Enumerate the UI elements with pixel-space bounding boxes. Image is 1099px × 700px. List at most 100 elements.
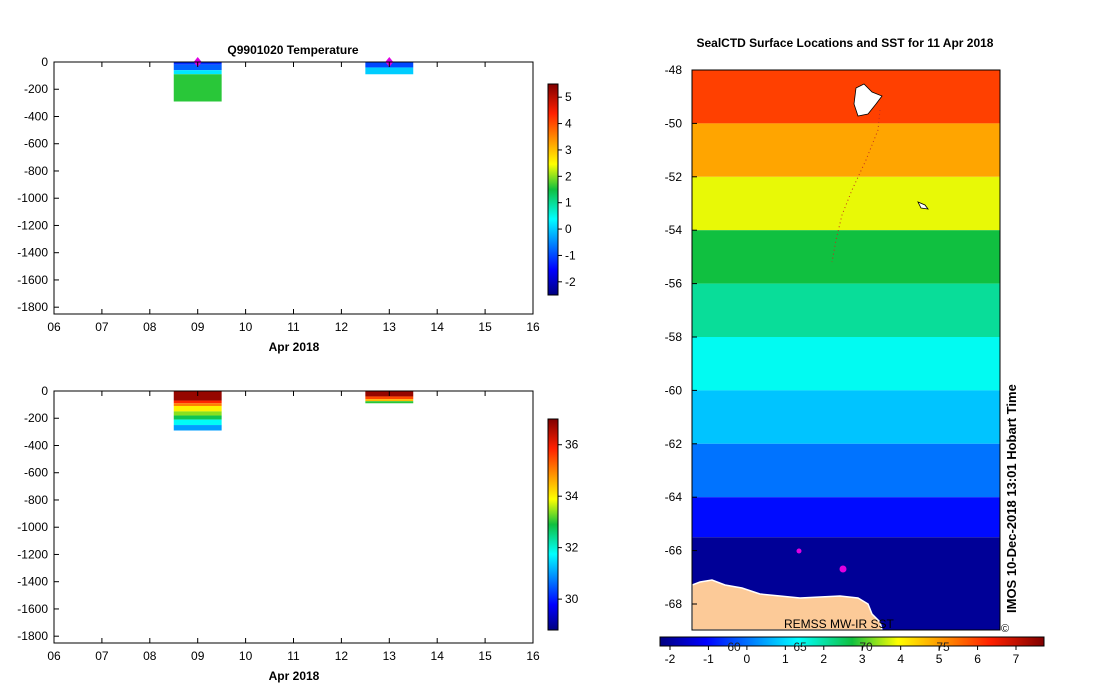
x-tick-label: 13 bbox=[383, 320, 397, 334]
salinity-colorbar-ticks: 36 34 32 30 bbox=[558, 438, 579, 606]
profile-layer bbox=[365, 401, 414, 404]
colorbar-tick-label: 30 bbox=[565, 592, 579, 606]
profile-layer bbox=[173, 74, 222, 102]
colorbar-tick-label: 4 bbox=[565, 117, 572, 131]
temperature-title: Q9901020 Temperature bbox=[227, 43, 359, 57]
y-tick-label: -600 bbox=[24, 137, 48, 151]
x-tick-label: 16 bbox=[526, 320, 540, 334]
antarctic-land bbox=[692, 579, 883, 630]
x-tick-label: 14 bbox=[431, 320, 445, 334]
profile-layer bbox=[173, 411, 222, 416]
x-tick-label: 10 bbox=[239, 649, 253, 663]
sst-band bbox=[692, 123, 1000, 177]
sst-band bbox=[692, 70, 1000, 124]
lat-tick-label: -56 bbox=[665, 277, 683, 291]
sst-band bbox=[692, 176, 1000, 231]
colorbar-tick-label: 0 bbox=[565, 222, 572, 236]
lat-tick-label: -54 bbox=[665, 223, 683, 237]
map-title: SealCTD Surface Locations and SST for 11… bbox=[697, 36, 994, 50]
x-tick-label: 14 bbox=[431, 649, 445, 663]
salinity-y-axis: 0 -200 -400 -600 -800 -1000 -1200 -1400 -1600 -18… bbox=[17, 384, 59, 643]
y-tick-label: -1600 bbox=[17, 273, 48, 287]
sst-colorbar-tick-label: 6 bbox=[974, 652, 981, 666]
lat-tick-label: -64 bbox=[665, 490, 683, 504]
map-lon-labels: 60 65 70 75 bbox=[727, 640, 950, 654]
x-tick-label: 06 bbox=[47, 649, 61, 663]
sst-colorbar bbox=[659, 636, 1045, 647]
source-label: REMSS MW-IR SST bbox=[784, 617, 894, 631]
profile-layer bbox=[173, 403, 222, 406]
lat-tick-label: -68 bbox=[665, 597, 683, 611]
sst-colorbar-tick-label: 4 bbox=[897, 652, 904, 666]
x-tick-label: 07 bbox=[95, 320, 109, 334]
lat-tick-label: -66 bbox=[665, 544, 683, 558]
sst-band bbox=[692, 390, 1000, 444]
profile-layer bbox=[173, 405, 222, 412]
x-tick-label: 07 bbox=[95, 649, 109, 663]
x-tick-label: 09 bbox=[191, 320, 205, 334]
lat-tick-label: -50 bbox=[665, 116, 683, 130]
sst-colorbar-tick-label: -2 bbox=[665, 652, 676, 666]
salinity-panel: 0 -200 -400 -600 -800 -1000 -1200 -1400 -1600 -18… bbox=[17, 384, 578, 683]
y-tick-label: -600 bbox=[24, 466, 48, 480]
map-lat-axis: -48 -50 -52 -54 -56 -58 -60 -62 -64 -66 -68 bbox=[665, 63, 697, 611]
y-tick-label: -400 bbox=[24, 109, 48, 123]
sst-band bbox=[692, 230, 1000, 284]
lat-tick-label: -62 bbox=[665, 437, 683, 451]
salinity-xlabel: Apr 2018 bbox=[269, 669, 320, 683]
temperature-panel: Q9901020 Temperature 0 -200 -400 -600 -800 -1… bbox=[17, 43, 576, 354]
longitude-label: 65 bbox=[793, 640, 807, 654]
sst-band bbox=[692, 443, 1000, 498]
profile-layer bbox=[365, 396, 414, 400]
sst-band bbox=[692, 497, 1000, 538]
profile-layer bbox=[173, 415, 222, 420]
x-tick-label: 11 bbox=[287, 649, 300, 663]
sst-band bbox=[692, 283, 1000, 337]
colorbar-tick-label: 32 bbox=[565, 541, 579, 555]
sst-colorbar-tick-label: 5 bbox=[936, 652, 943, 666]
y-tick-label: -200 bbox=[24, 411, 48, 425]
temperature-x-axis: 06 07 08 09 10 11 12 13 14 15 16 bbox=[47, 62, 540, 334]
sst-colorbar-tick-label: 3 bbox=[859, 652, 866, 666]
temperature-colorbar bbox=[547, 83, 559, 296]
temperature-plot-frame bbox=[53, 61, 534, 315]
x-tick-label: 13 bbox=[383, 649, 397, 663]
ctd-location-marker bbox=[839, 565, 847, 573]
profile-layer bbox=[173, 419, 222, 426]
sst-colorbar-tick-label: 0 bbox=[744, 652, 751, 666]
x-tick-label: 15 bbox=[478, 320, 492, 334]
y-tick-label: -1200 bbox=[17, 218, 48, 232]
colorbar-tick-label: 36 bbox=[565, 438, 579, 452]
map-area: REMSS MW-IR SST bbox=[692, 70, 1000, 631]
colorbar-tick-label: 3 bbox=[565, 143, 572, 157]
colorbar-tick-label: 34 bbox=[565, 489, 579, 503]
lat-tick-label: -60 bbox=[665, 383, 683, 397]
y-tick-label: -800 bbox=[24, 493, 48, 507]
profile-layer bbox=[173, 70, 222, 75]
salinity-x-axis: 06 07 08 09 10 11 12 13 14 15 16 bbox=[47, 391, 540, 663]
salinity-plot-frame bbox=[53, 390, 534, 644]
sst-band bbox=[692, 337, 1000, 391]
seal-track bbox=[831, 109, 881, 263]
temperature-y-axis: 0 -200 -400 -600 -800 -1000 -1200 -1400 -1600 -18… bbox=[17, 55, 59, 314]
y-tick-label: -800 bbox=[24, 164, 48, 178]
y-tick-label: -1400 bbox=[17, 246, 48, 260]
profile-layer bbox=[365, 399, 414, 402]
x-tick-label: 15 bbox=[478, 649, 492, 663]
sst-colorbar-tick-label: 1 bbox=[782, 652, 789, 666]
y-tick-label: -1800 bbox=[17, 629, 48, 643]
y-tick-label: 0 bbox=[41, 55, 48, 69]
heard-island-icon bbox=[917, 201, 929, 210]
longitude-label: 75 bbox=[936, 640, 950, 654]
y-tick-label: -1600 bbox=[17, 602, 48, 616]
colorbar-tick-label: -2 bbox=[565, 275, 576, 289]
colorbar-tick-label: 2 bbox=[565, 169, 572, 183]
x-tick-label: 08 bbox=[143, 320, 157, 334]
longitude-label: 60 bbox=[727, 640, 741, 654]
salinity-colorbar bbox=[547, 418, 559, 631]
profile-layer bbox=[173, 64, 222, 71]
sst-colorbar-tick-label: 2 bbox=[820, 652, 827, 666]
kerguelen-island-icon bbox=[853, 83, 883, 117]
ctd-location-marker bbox=[796, 548, 802, 554]
